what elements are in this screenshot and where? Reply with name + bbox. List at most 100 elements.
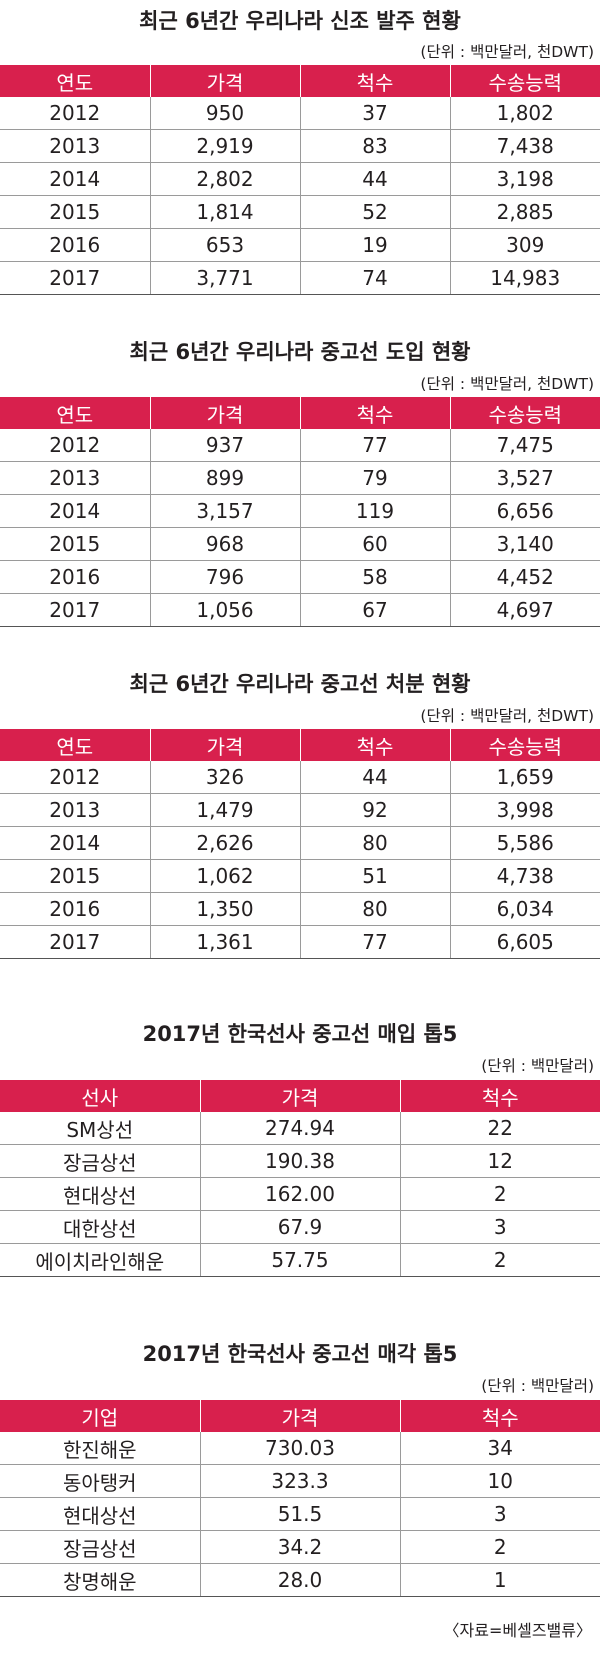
cell-capacity: 7,438: [449, 129, 600, 163]
table-row: 2017 1,361 77 6,605: [0, 925, 600, 959]
cell-capacity: 4,738: [449, 859, 600, 893]
cell-price: 34.2: [199, 1530, 400, 1564]
table-row: 에이치라인해운 57.75 2: [0, 1243, 600, 1277]
table-row: 장금상선 34.2 2: [0, 1530, 600, 1564]
column-header-company: 선사: [0, 1080, 200, 1112]
cell-price: 2,802: [149, 162, 300, 196]
cell-company: 한진해운: [0, 1432, 200, 1465]
column-header-year: 연도: [0, 397, 150, 429]
cell-ships: 77: [299, 429, 450, 462]
cell-year: 2013: [0, 793, 150, 827]
cell-price: 67.9: [199, 1210, 400, 1244]
table-header-row: 선사 가격 척수: [0, 1080, 600, 1112]
cell-capacity: 5,586: [449, 826, 600, 860]
cell-ships: 58: [299, 560, 450, 594]
unit-note: (단위 : 백만달러): [481, 1377, 594, 1395]
cell-price: 51.5: [199, 1497, 400, 1531]
cell-company: 장금상선: [0, 1144, 200, 1178]
cell-ships: 44: [299, 162, 450, 196]
cell-capacity: 3,527: [449, 461, 600, 495]
cell-ships: 119: [299, 494, 450, 528]
cell-year: 2012: [0, 429, 150, 462]
cell-capacity: 14,983: [449, 261, 600, 295]
cell-capacity: 2,885: [449, 195, 600, 229]
table-row: 2015 968 60 3,140: [0, 527, 600, 561]
table-header-row: 연도 가격 척수 수송능력: [0, 65, 600, 97]
data-table: 선사 가격 척수 SM상선 274.94 22 장금상선 190.38 12 현대상선 1…: [0, 1080, 600, 1277]
cell-year: 2013: [0, 461, 150, 495]
cell-price: 796: [149, 560, 300, 594]
cell-price: 190.38: [199, 1144, 400, 1178]
cell-ships: 67: [299, 593, 450, 627]
table-row: SM상선 274.94 22: [0, 1112, 600, 1145]
cell-ships: 51: [299, 859, 450, 893]
cell-capacity: 6,605: [449, 925, 600, 959]
section-title: 최근 6년간 우리나라 중고선 도입 현황: [129, 340, 471, 364]
cell-ships: 2: [399, 1530, 600, 1564]
cell-ships: 1: [399, 1563, 600, 1597]
cell-ships: 52: [299, 195, 450, 229]
column-header-year: 연도: [0, 729, 150, 761]
column-header-ships: 척수: [299, 397, 450, 429]
section-title: 2017년 한국선사 중고선 매각 톱5: [142, 1342, 458, 1366]
table-row: 2013 899 79 3,527: [0, 461, 600, 495]
cell-company: 장금상선: [0, 1530, 200, 1564]
cell-company: 현대상선: [0, 1177, 200, 1211]
cell-ships: 22: [399, 1112, 600, 1145]
table-row: 장금상선 190.38 12: [0, 1144, 600, 1178]
source-note: 〈자료=베셀즈밸류〉: [443, 1621, 592, 1640]
column-header-price: 가격: [149, 397, 300, 429]
table-row: 2014 2,802 44 3,198: [0, 162, 600, 196]
table-row: 2017 3,771 74 14,983: [0, 261, 600, 295]
cell-year: 2014: [0, 162, 150, 196]
cell-price: 2,626: [149, 826, 300, 860]
cell-year: 2017: [0, 593, 150, 627]
cell-year: 2017: [0, 925, 150, 959]
cell-capacity: 309: [449, 228, 600, 262]
table-row: 2012 950 37 1,802: [0, 97, 600, 130]
cell-price: 937: [149, 429, 300, 462]
cell-price: 274.94: [199, 1112, 400, 1145]
table-row: 2012 937 77 7,475: [0, 429, 600, 462]
cell-price: 1,479: [149, 793, 300, 827]
cell-capacity: 1,802: [449, 97, 600, 130]
column-header-capacity: 수송능력: [449, 729, 600, 761]
cell-price: 653: [149, 228, 300, 262]
unit-note: (단위 : 백만달러, 천DWT): [420, 43, 594, 61]
cell-price: 730.03: [199, 1432, 400, 1465]
cell-ships: 10: [399, 1464, 600, 1498]
cell-price: 1,056: [149, 593, 300, 627]
cell-company: 창명해운: [0, 1563, 200, 1597]
cell-company: 동아탱커: [0, 1464, 200, 1498]
column-header-price: 가격: [149, 65, 300, 97]
cell-price: 28.0: [199, 1563, 400, 1597]
cell-company: 에이치라인해운: [0, 1243, 200, 1277]
table-row: 대한상선 67.9 3: [0, 1210, 600, 1244]
cell-price: 1,350: [149, 892, 300, 926]
table-row: 2016 1,350 80 6,034: [0, 892, 600, 926]
cell-capacity: 4,452: [449, 560, 600, 594]
column-header-capacity: 수송능력: [449, 65, 600, 97]
cell-price: 899: [149, 461, 300, 495]
column-header-year: 연도: [0, 65, 150, 97]
cell-year: 2017: [0, 261, 150, 295]
unit-note: (단위 : 백만달러, 천DWT): [420, 707, 594, 725]
cell-ships: 44: [299, 761, 450, 794]
cell-ships: 2: [399, 1177, 600, 1211]
cell-capacity: 4,697: [449, 593, 600, 627]
cell-ships: 2: [399, 1243, 600, 1277]
table-row: 2015 1,814 52 2,885: [0, 195, 600, 229]
cell-ships: 80: [299, 892, 450, 926]
section-title: 최근 6년간 우리나라 중고선 처분 현황: [129, 672, 471, 696]
cell-price: 1,062: [149, 859, 300, 893]
cell-year: 2014: [0, 826, 150, 860]
cell-ships: 80: [299, 826, 450, 860]
table-row: 동아탱커 323.3 10: [0, 1464, 600, 1498]
cell-year: 2012: [0, 761, 150, 794]
cell-ships: 83: [299, 129, 450, 163]
unit-note: (단위 : 백만달러, 천DWT): [420, 375, 594, 393]
cell-year: 2015: [0, 859, 150, 893]
cell-ships: 3: [399, 1497, 600, 1531]
column-header-price: 가격: [199, 1400, 400, 1432]
cell-capacity: 3,198: [449, 162, 600, 196]
